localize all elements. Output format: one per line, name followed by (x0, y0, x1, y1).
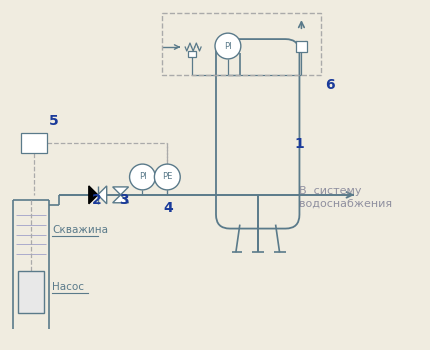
Text: Скважина: Скважина (52, 225, 108, 235)
Text: PI: PI (224, 42, 232, 50)
Text: PI: PI (138, 173, 146, 182)
Text: Насос: Насос (52, 282, 84, 292)
Bar (163, 13, 321, 75)
Bar (296, 41, 307, 52)
Polygon shape (113, 187, 129, 195)
Bar (188, 51, 196, 57)
Bar (18, 271, 44, 313)
Text: 1: 1 (295, 137, 304, 151)
Circle shape (154, 164, 180, 190)
Text: 2: 2 (92, 193, 101, 207)
Text: 4: 4 (163, 201, 173, 215)
Polygon shape (113, 195, 129, 203)
Text: В  систему
водоснабжения: В систему водоснабжения (299, 186, 393, 209)
Text: PE: PE (162, 173, 172, 182)
Polygon shape (98, 186, 107, 204)
Circle shape (129, 164, 155, 190)
Bar (21, 133, 47, 153)
Text: 6: 6 (325, 78, 335, 92)
Text: 3: 3 (119, 193, 128, 207)
Text: 5: 5 (49, 114, 59, 128)
Polygon shape (89, 186, 98, 204)
Circle shape (215, 33, 241, 59)
